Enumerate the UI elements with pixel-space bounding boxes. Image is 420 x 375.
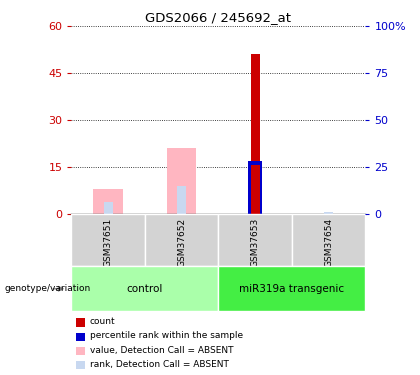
Bar <box>248 160 262 214</box>
Bar <box>94 189 123 214</box>
Bar <box>324 211 333 214</box>
Text: control: control <box>127 284 163 294</box>
Bar <box>251 165 260 214</box>
Bar <box>218 266 365 311</box>
Text: rank, Detection Call = ABSENT: rank, Detection Call = ABSENT <box>90 360 229 369</box>
Bar <box>218 214 292 266</box>
Bar <box>167 148 197 214</box>
Title: GDS2066 / 245692_at: GDS2066 / 245692_at <box>145 11 291 24</box>
Bar <box>145 214 218 266</box>
Text: GSM37652: GSM37652 <box>177 218 186 267</box>
Text: percentile rank within the sample: percentile rank within the sample <box>90 332 243 340</box>
Bar <box>251 54 260 214</box>
Text: miR319a transgenic: miR319a transgenic <box>239 284 344 294</box>
Bar <box>71 266 218 311</box>
Bar <box>71 214 145 266</box>
Text: count: count <box>90 317 116 326</box>
Text: GSM37653: GSM37653 <box>251 218 260 267</box>
Bar <box>292 214 365 266</box>
Bar <box>104 202 113 214</box>
Text: GSM37654: GSM37654 <box>324 218 333 267</box>
Text: value, Detection Call = ABSENT: value, Detection Call = ABSENT <box>90 346 234 355</box>
Text: GSM37651: GSM37651 <box>104 218 113 267</box>
Text: genotype/variation: genotype/variation <box>4 284 90 293</box>
Bar <box>177 186 186 214</box>
